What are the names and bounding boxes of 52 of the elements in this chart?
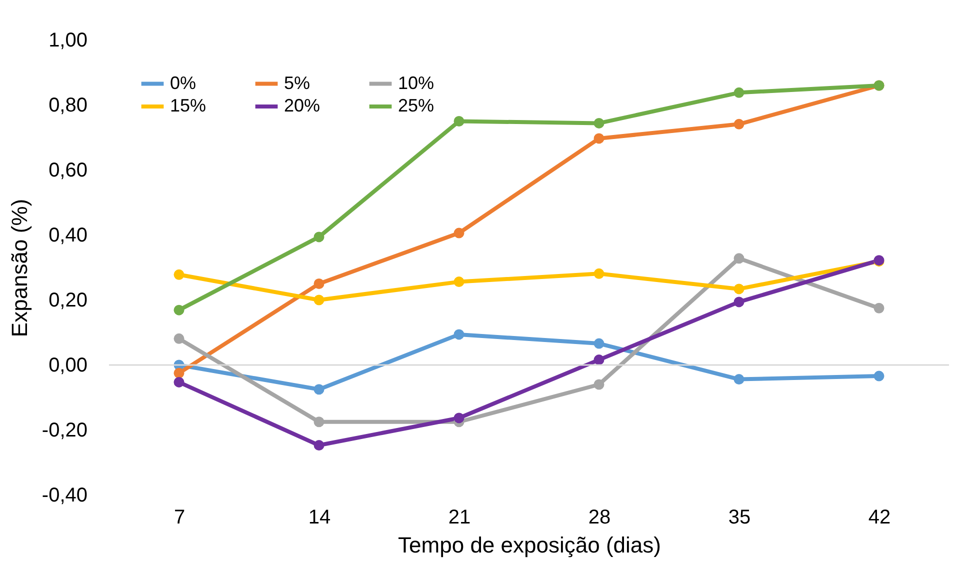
- point: [314, 278, 324, 289]
- y-tick-label: -0,20: [42, 420, 88, 442]
- y-tick-label: 0,60: [48, 160, 88, 182]
- legend-label: 10%: [398, 72, 434, 93]
- x-axis-title: Tempo de exposição (dias): [398, 532, 661, 558]
- x-tick-label: 21: [448, 506, 471, 528]
- point: [594, 118, 604, 128]
- point: [734, 87, 744, 98]
- point: [874, 370, 884, 382]
- point: [314, 440, 324, 451]
- point: [174, 368, 184, 378]
- point: [174, 376, 184, 388]
- point: [734, 118, 744, 130]
- point: [594, 354, 604, 366]
- point: [594, 379, 604, 390]
- point: [454, 276, 464, 288]
- point: [314, 416, 324, 428]
- legend-label: 5%: [284, 72, 310, 93]
- y-tick-label: 0,40: [48, 224, 88, 246]
- point: [314, 384, 324, 395]
- point: [734, 374, 744, 385]
- point: [454, 228, 464, 238]
- point: [594, 338, 604, 349]
- point: [874, 302, 884, 314]
- legend-label: 20%: [284, 96, 320, 116]
- point: [174, 269, 184, 280]
- x-tick-label: 7: [174, 506, 186, 528]
- point: [734, 296, 744, 308]
- legend-label: 15%: [170, 96, 206, 116]
- point: [174, 304, 184, 316]
- point: [454, 412, 464, 424]
- y-tick-label: -0,40: [42, 484, 88, 506]
- x-tick-label: 28: [588, 506, 611, 528]
- point: [454, 329, 464, 340]
- point: [454, 116, 464, 126]
- point: [594, 268, 604, 279]
- legend-label: 0%: [170, 72, 196, 93]
- point: [734, 284, 744, 294]
- x-tick-label: 35: [728, 506, 751, 528]
- x-tick-label: 14: [308, 506, 331, 528]
- y-tick-label: 0,20: [48, 290, 88, 312]
- point: [314, 294, 324, 306]
- y-tick-label: 0,80: [48, 94, 88, 116]
- y-tick-label: 0,00: [48, 354, 88, 376]
- x-tick-label: 42: [868, 506, 891, 528]
- legend-label: 25%: [398, 96, 434, 116]
- y-tick-label: 1,00: [48, 30, 88, 52]
- point: [174, 333, 184, 344]
- y-axis-title: Expansão (%): [6, 198, 32, 338]
- point: [594, 133, 604, 144]
- point: [734, 253, 744, 264]
- point: [314, 232, 324, 242]
